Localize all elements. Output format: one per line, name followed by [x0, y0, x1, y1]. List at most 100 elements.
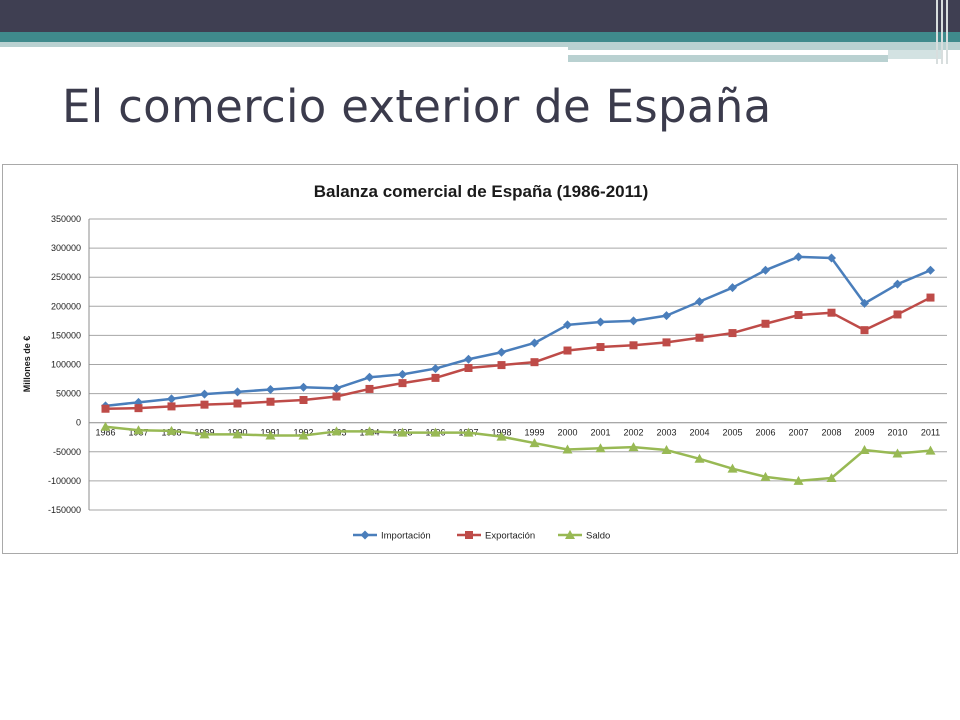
data-point	[266, 385, 275, 395]
data-point	[100, 421, 111, 431]
x-tick-label: 2010	[887, 428, 907, 438]
data-point	[134, 404, 143, 413]
data-point	[530, 358, 539, 367]
data-point	[562, 444, 573, 454]
x-tick-label: 1986	[95, 428, 115, 438]
data-point	[761, 319, 770, 328]
data-point	[529, 438, 540, 448]
data-point	[596, 317, 605, 327]
data-point	[332, 383, 341, 393]
header-light-bar	[568, 55, 888, 62]
data-point	[826, 472, 837, 482]
y-tick-label: 200000	[51, 301, 81, 311]
legend-marker	[565, 530, 575, 539]
series-exportacion	[101, 293, 935, 413]
series-saldo	[100, 421, 936, 485]
data-point	[397, 427, 408, 437]
y-tick-label: 150000	[51, 330, 81, 340]
x-tick-label: 2011	[921, 428, 940, 438]
x-tick-label: 2006	[755, 428, 775, 438]
x-tick-label: 2005	[722, 428, 742, 438]
legend: Importación Exportación Saldo	[353, 530, 610, 542]
data-point	[365, 372, 374, 382]
data-point	[166, 425, 177, 435]
data-point	[133, 425, 144, 435]
x-axis-ticks: 1986198719881989199019911992199319941995…	[95, 428, 940, 438]
x-tick-label: 2000	[557, 428, 577, 438]
data-point	[661, 445, 672, 455]
data-point	[364, 426, 375, 436]
data-point	[265, 430, 276, 440]
data-point	[233, 387, 242, 397]
data-point	[167, 394, 176, 404]
series-line	[105, 255, 931, 408]
data-point	[794, 252, 803, 262]
data-point	[893, 310, 902, 319]
y-tick-label: -100000	[48, 476, 81, 486]
y-tick-label: 50000	[56, 389, 81, 399]
data-point	[728, 329, 737, 338]
legend-marker	[360, 530, 370, 540]
header-light-bar	[888, 50, 942, 59]
y-tick-label: 300000	[51, 243, 81, 253]
x-tick-label: 2008	[821, 428, 841, 438]
data-point	[794, 311, 803, 320]
line-chart: Balanza comercial de España (1986-2011) …	[22, 182, 947, 542]
data-point	[728, 283, 737, 293]
data-point	[662, 338, 671, 347]
series-line	[105, 425, 931, 483]
data-point	[101, 404, 110, 413]
data-point	[926, 293, 935, 302]
header-decorative-lines	[936, 0, 952, 64]
data-point	[761, 265, 770, 275]
x-tick-label: 2002	[623, 428, 643, 438]
data-point	[497, 361, 506, 370]
data-point	[860, 298, 869, 308]
data-point	[200, 389, 209, 399]
data-point	[926, 265, 935, 275]
data-point	[298, 430, 309, 440]
x-tick-label: 2007	[788, 428, 808, 438]
data-point	[694, 453, 705, 463]
data-point	[497, 347, 506, 357]
data-point	[266, 397, 275, 406]
data-point	[398, 369, 407, 379]
data-point	[629, 341, 638, 350]
series-importacion	[101, 252, 935, 411]
legend-marker	[465, 531, 473, 539]
data-point	[496, 431, 507, 441]
header-dark-bar	[0, 0, 960, 32]
data-point	[662, 311, 671, 321]
data-point	[464, 363, 473, 372]
legend-label: Importación	[381, 531, 431, 542]
data-point	[463, 427, 474, 437]
data-point	[232, 429, 243, 439]
chart-frame: Balanza comercial de España (1986-2011) …	[2, 164, 958, 554]
legend-item: Saldo	[558, 530, 610, 542]
data-point	[563, 320, 572, 330]
data-point	[233, 399, 242, 408]
y-axis-ticks: -150000 -100000 -50000 0 50000 100000 150000 20…	[48, 214, 81, 515]
data-point	[530, 338, 539, 348]
data-point	[199, 429, 210, 439]
x-tick-label: 2009	[854, 428, 874, 438]
data-point	[332, 392, 341, 401]
y-tick-label: 250000	[51, 272, 81, 282]
legend-item: Exportación	[457, 531, 535, 542]
data-point	[365, 384, 374, 393]
y-tick-label: 350000	[51, 214, 81, 224]
data-point	[727, 463, 738, 473]
data-point	[760, 471, 771, 481]
data-point	[299, 382, 308, 392]
x-tick-label: 2003	[656, 428, 676, 438]
data-point	[431, 373, 440, 382]
slide-title: El comercio exterior de España	[62, 80, 772, 133]
series-group	[100, 252, 936, 485]
data-point	[827, 253, 836, 263]
y-tick-label: -150000	[48, 505, 81, 515]
data-point	[299, 396, 308, 405]
legend-item: Importación	[353, 530, 431, 542]
data-point	[893, 279, 902, 289]
data-point	[628, 442, 639, 452]
y-tick-label: -50000	[53, 447, 81, 457]
